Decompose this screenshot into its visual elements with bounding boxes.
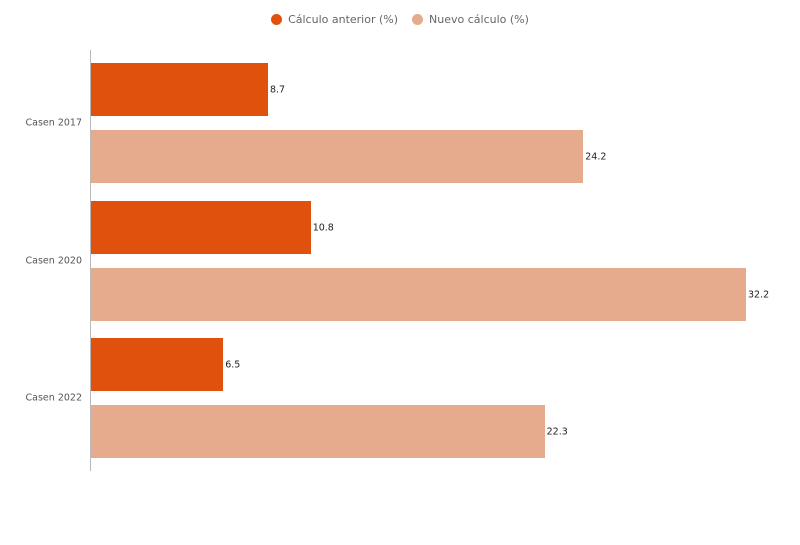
- y-axis-line: [90, 50, 91, 471]
- legend-label: Cálculo anterior (%): [288, 13, 399, 26]
- data-label: 6.5: [225, 359, 241, 370]
- bar[interactable]: [91, 130, 584, 183]
- category-label: Casen 2020: [25, 255, 82, 267]
- bar[interactable]: [91, 338, 224, 391]
- legend-dot-icon: [412, 14, 424, 25]
- category-label: Casen 2022: [25, 392, 82, 404]
- legend-label: Nuevo cálculo (%): [429, 13, 529, 26]
- data-label: 22.3: [546, 426, 568, 437]
- category-label: Casen 2017: [25, 117, 82, 129]
- bar[interactable]: [91, 201, 311, 254]
- data-label: 8.7: [269, 84, 286, 95]
- data-label: 32.2: [748, 289, 770, 300]
- legend-item-nuevo-calculo[interactable]: Nuevo cálculo (%): [412, 13, 529, 26]
- legend-dot-icon: [271, 14, 283, 25]
- chart-legend: Cálculo anterior (%) Nuevo cálculo (%): [0, 13, 800, 26]
- bar[interactable]: [91, 63, 268, 116]
- bar[interactable]: [91, 268, 746, 321]
- data-label: 24.2: [585, 151, 607, 162]
- bar[interactable]: [91, 405, 545, 458]
- data-label: 10.8: [312, 222, 334, 233]
- legend-item-calculo-anterior[interactable]: Cálculo anterior (%): [271, 13, 398, 26]
